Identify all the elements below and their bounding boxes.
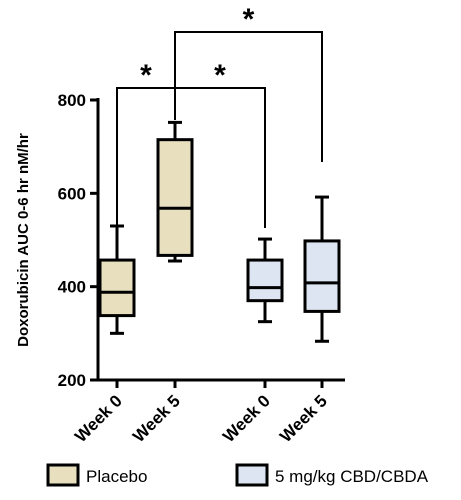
x-tick-label: Week 5: [129, 391, 184, 446]
x-tick-label: Week 0: [71, 391, 126, 446]
y-axis-label: Doxorubicin AUC 0-6 hr nM/hr: [15, 133, 32, 347]
box-iqr: [156, 138, 194, 257]
legend-swatch: [235, 463, 269, 487]
y-tick-label: 200: [58, 371, 86, 390]
legend-entry: 5 mg/kg CBD/CBDA: [235, 463, 429, 487]
box-iqr: [246, 258, 284, 303]
box-plot: [156, 120, 194, 263]
significance-marker: *: [243, 3, 255, 36]
legend-label: 5 mg/kg CBD/CBDA: [275, 467, 429, 486]
y-tick-label: 600: [58, 184, 86, 203]
box-iqr: [303, 239, 341, 313]
y-tick-label: 800: [58, 91, 86, 110]
box-plot: [303, 195, 341, 343]
x-tick-label: Week 5: [276, 391, 331, 446]
legend: Placebo 5 mg/kg CBD/CBDA: [46, 463, 429, 487]
box-plot: [246, 237, 284, 324]
x-tick-label: Week 0: [219, 391, 274, 446]
bracket-line: [174, 31, 323, 162]
y-tick-label: 400: [58, 278, 86, 297]
significance-bracket: *: [174, 3, 323, 162]
significance-brackets: * * *: [116, 3, 323, 228]
box-plot: [98, 224, 136, 335]
legend-swatch: [46, 463, 80, 487]
significance-marker: *: [214, 59, 226, 92]
legend-entry: Placebo: [46, 463, 147, 487]
box-iqr: [98, 258, 136, 318]
legend-label: Placebo: [86, 467, 147, 486]
significance-marker: *: [140, 59, 152, 92]
boxes: [98, 120, 341, 343]
